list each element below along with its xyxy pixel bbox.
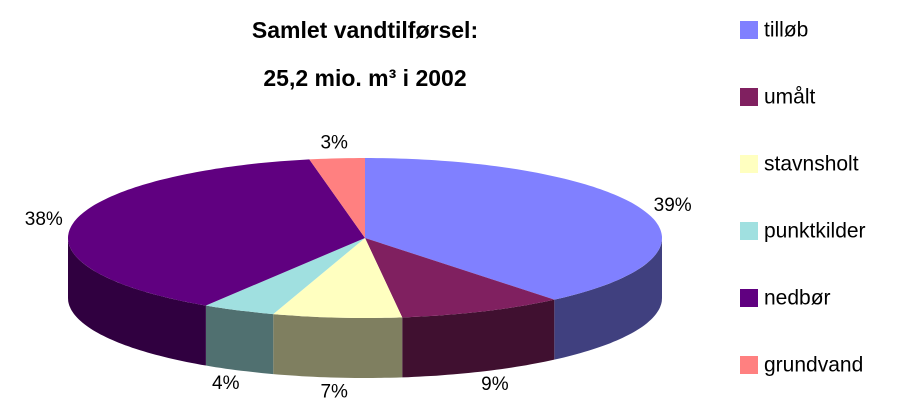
slice — [205, 238, 365, 315]
data-label: 7% — [320, 382, 348, 403]
legend-swatch — [740, 21, 758, 39]
chart-title: 25,2 mio. m³ i 2002 — [263, 65, 466, 91]
data-label: 9% — [481, 374, 509, 395]
legend-label: punktkilder — [764, 220, 866, 243]
slice-side — [273, 314, 403, 378]
legend-swatch — [740, 155, 758, 173]
slice — [309, 158, 365, 238]
legend-swatch — [740, 88, 758, 106]
slice — [365, 238, 555, 318]
legend-swatch — [740, 356, 758, 374]
slice — [273, 238, 403, 318]
slice-side — [205, 305, 274, 375]
data-label: 3% — [320, 132, 348, 153]
slice-side — [402, 299, 555, 378]
legend-label: stavnsholt — [764, 153, 859, 176]
data-label: 38% — [25, 209, 63, 230]
legend-label: tilløb — [764, 19, 808, 42]
legend-swatch — [740, 222, 758, 240]
slice — [365, 158, 662, 300]
slice-side — [68, 238, 206, 366]
slice-side — [554, 238, 662, 360]
slice — [68, 159, 365, 306]
legend-swatch — [740, 289, 758, 307]
legend-label: grundvand — [764, 354, 863, 377]
data-label: 4% — [212, 373, 240, 394]
chart-title: Samlet vandtilførsel: — [252, 17, 478, 43]
data-label: 39% — [654, 195, 692, 216]
legend-label: nedbør — [764, 287, 831, 310]
legend-label: umålt — [764, 86, 816, 109]
